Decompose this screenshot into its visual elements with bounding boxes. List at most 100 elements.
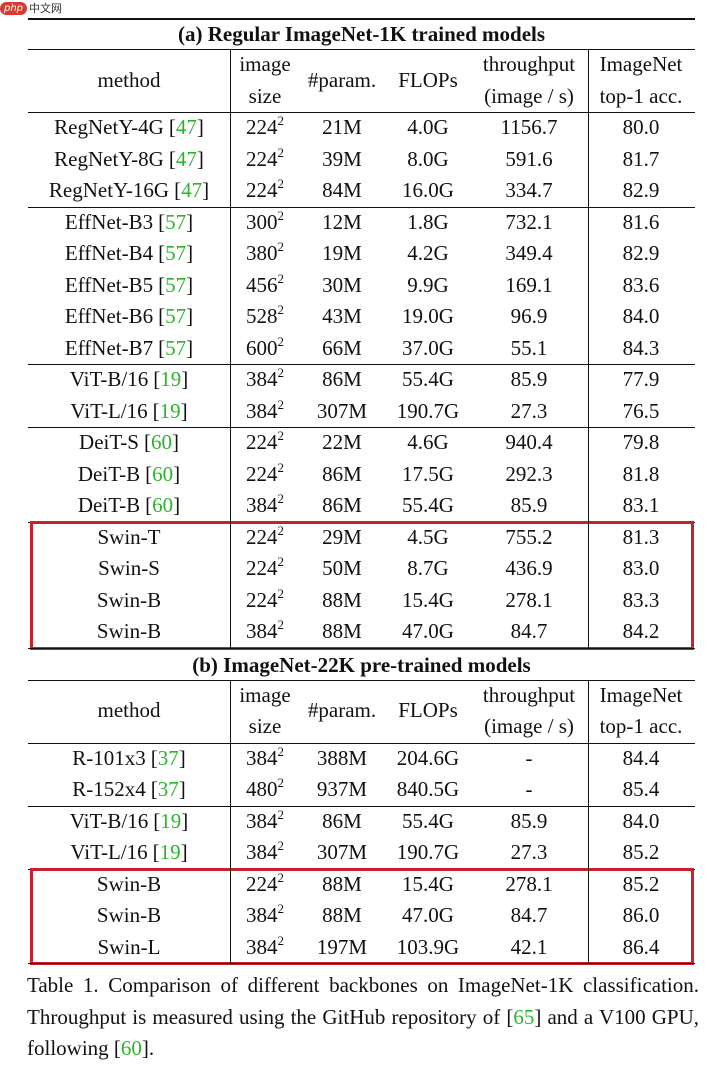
params-cell: 39M xyxy=(322,146,362,171)
rule xyxy=(28,679,695,681)
flops-cell: 55.4G xyxy=(402,367,454,391)
method-name: R-101x3 xyxy=(72,745,146,770)
throughput-cell: 55.1 xyxy=(510,335,548,360)
throughput-cell: 591.6 xyxy=(505,146,553,171)
acc-cell: 83.6 xyxy=(622,272,660,297)
citation-part: 57 xyxy=(165,304,187,328)
flops-cell: 55.4G xyxy=(402,808,454,833)
flops-cell: 19.0G xyxy=(402,304,454,328)
method-name: ViT-B/16 xyxy=(69,367,149,391)
params-cell: 29M xyxy=(322,524,362,549)
size-exponent: 2 xyxy=(277,239,285,254)
citation-part: [ xyxy=(145,493,153,517)
section-title: (a) Regular ImageNet-1K trained models xyxy=(177,22,546,46)
citation-part: [ xyxy=(174,178,182,202)
params-cell: 937M xyxy=(316,777,368,801)
size-cell: 2242 xyxy=(246,175,284,207)
citation-part: ] xyxy=(186,272,194,297)
method-cell: Swin-B xyxy=(97,869,161,901)
params-cell: 88M xyxy=(322,903,362,927)
throughput-cell: 1156.7 xyxy=(500,115,558,139)
size-exponent: 2 xyxy=(277,459,285,475)
acc-cell: 77.9 xyxy=(622,367,660,391)
method-name: EffNet-B3 xyxy=(64,209,154,234)
method-cell: EffNet-B3 [57] xyxy=(65,207,193,239)
size: 224 xyxy=(246,524,278,549)
size-cell: 3842 xyxy=(246,616,284,648)
throughput-cell: 169.1 xyxy=(505,272,553,297)
params-cell: 21M xyxy=(322,115,362,139)
flops-cell: 190.7G xyxy=(396,398,460,423)
params-cell: 19M xyxy=(322,241,362,265)
section-title: (b) ImageNet-22K pre-trained models xyxy=(192,652,531,677)
method-cell: Swin-B xyxy=(97,616,161,648)
method-cell: ViT-L/16 [19] xyxy=(70,396,187,428)
method-cell: ViT-B/16 [19] xyxy=(70,364,188,396)
acc-cell: 82.9 xyxy=(622,241,660,265)
citation: [47] xyxy=(169,147,204,171)
size-exponent: 2 xyxy=(277,428,285,443)
size: 384 xyxy=(246,398,278,423)
citation-part: 57 xyxy=(165,272,187,297)
acc-cell: 79.8 xyxy=(622,430,660,454)
throughput-cell: 292.3 xyxy=(505,461,553,486)
size-cell: 3842 xyxy=(246,490,284,522)
citation-part: ] xyxy=(180,398,188,423)
citation-part: ] xyxy=(173,493,181,517)
acc-cell: 81.8 xyxy=(622,461,660,486)
size-exponent: 2 xyxy=(277,270,285,286)
flops-cell: 55.4G xyxy=(402,493,454,517)
acc-cell: 84.4 xyxy=(622,745,660,770)
citation-part: [ xyxy=(143,430,151,454)
params-cell: 30M xyxy=(322,272,362,297)
citation-part: 19 xyxy=(159,398,181,423)
acc-cell: 83.1 xyxy=(622,493,660,517)
citation: [60] xyxy=(144,430,179,454)
size-exponent: 2 xyxy=(277,617,285,632)
throughput-cell: 755.2 xyxy=(505,524,553,549)
citation-part: ] xyxy=(186,304,194,328)
method-cell: Swin-T xyxy=(98,522,161,554)
size-cell: 2242 xyxy=(246,522,284,554)
watermark: php 中文网 xyxy=(0,0,62,16)
acc-cell: 85.2 xyxy=(622,871,660,896)
params-cell: 50M xyxy=(322,556,362,580)
size-cell: 2242 xyxy=(246,585,284,617)
acc-cell: 82.9 xyxy=(622,178,660,202)
header-cell: FLOPs xyxy=(398,67,458,92)
acc-cell: 84.0 xyxy=(622,808,660,833)
header-cell: #param. xyxy=(307,698,377,723)
column-rule xyxy=(230,49,232,648)
flops-cell: 17.5G xyxy=(402,461,454,486)
throughput-cell: 278.1 xyxy=(505,587,553,612)
size-exponent: 2 xyxy=(277,333,285,349)
method-cell: RegNetY-16G [47] xyxy=(49,175,209,207)
flops-cell: 15.4G xyxy=(402,587,454,612)
citation-part: 60 xyxy=(152,493,174,517)
header-cell: method xyxy=(97,67,161,92)
params-cell: 86M xyxy=(322,461,362,486)
size-exponent: 2 xyxy=(277,365,285,380)
size-cell: 3842 xyxy=(246,364,284,396)
method-cell: Swin-B xyxy=(97,585,161,617)
size: 224 xyxy=(246,146,278,171)
method-name: DeiT-B xyxy=(77,461,141,486)
flops-cell: 47.0G xyxy=(402,619,454,643)
citation-part: [ xyxy=(150,745,158,770)
header-cell: size xyxy=(248,83,282,108)
size: 224 xyxy=(246,871,278,896)
citation-part: ] xyxy=(196,146,204,171)
size-exponent: 2 xyxy=(277,932,285,948)
citation: [19] xyxy=(153,367,188,391)
size-exponent: 2 xyxy=(277,869,285,885)
citation: [60] xyxy=(145,493,180,517)
watermark-logo: php xyxy=(0,1,28,15)
flops-cell: 47.0G xyxy=(402,903,454,927)
header-cell: (image / s) xyxy=(484,83,574,108)
size-cell: 3842 xyxy=(246,396,284,428)
size: 224 xyxy=(246,178,278,202)
citation-part: [ xyxy=(158,209,166,234)
citation-part: ] xyxy=(186,335,194,360)
rule xyxy=(28,206,695,208)
